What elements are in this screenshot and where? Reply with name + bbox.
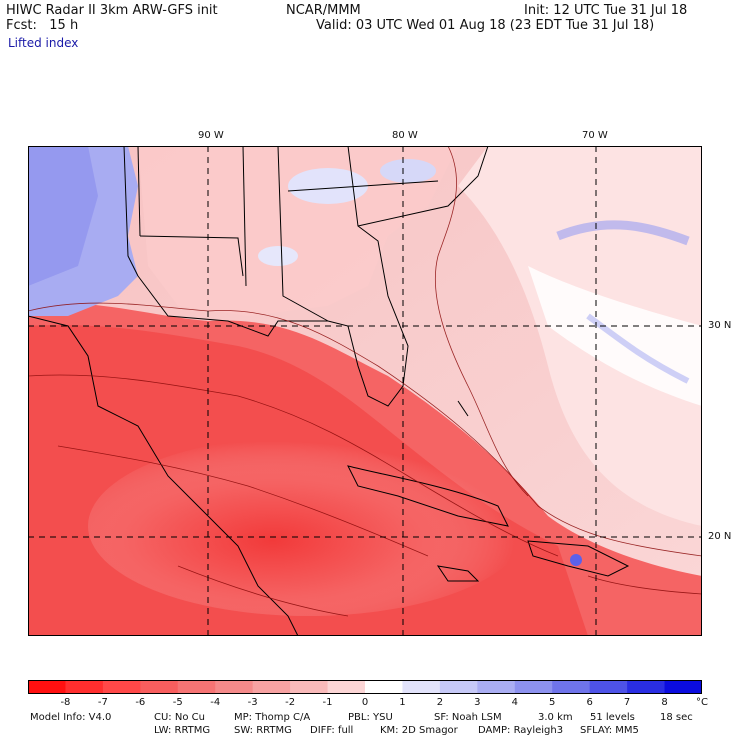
colorbar-tick-label: -4 <box>210 697 221 708</box>
colorbar-tick-label: -7 <box>97 697 108 708</box>
colorbar-swatch <box>252 680 291 694</box>
colorbar-tick-label: 0 <box>361 697 369 708</box>
colorbar-swatch <box>327 680 366 694</box>
colorbar-swatch <box>102 680 141 694</box>
footer-model-info: Model Info: V4.0 <box>30 712 112 723</box>
footer-pbl: PBL: YSU <box>348 712 393 723</box>
colorbar-swatch <box>365 680 403 694</box>
colorbar-tick-label: -8 <box>60 697 71 708</box>
colorbar-swatch <box>215 680 254 694</box>
model-title: HIWC Radar II 3km ARW-GFS init <box>6 3 218 18</box>
footer-damp: DAMP: Rayleigh3 <box>478 725 564 736</box>
colorbar-swatch <box>402 680 441 694</box>
footer-timestep: 18 sec <box>660 712 693 723</box>
footer-mp: MP: Thomp C/A <box>234 712 311 723</box>
footer-sw: SW: RRTMG <box>234 725 292 736</box>
coastlines <box>28 146 630 636</box>
stable-streak-1 <box>556 220 690 246</box>
org-label: NCAR/MMM <box>286 3 361 18</box>
map-frame <box>28 146 702 636</box>
forecast-hour: Fcst: 15 h <box>6 18 79 33</box>
footer-sf: SF: Noah LSM <box>434 712 502 723</box>
colorbar-swatch <box>177 680 216 694</box>
init-time: Init: 12 UTC Tue 31 Jul 18 <box>524 3 688 18</box>
colorbar-swatch <box>514 680 553 694</box>
stable-northwest-core <box>28 146 98 286</box>
stable-patch-1 <box>288 168 368 204</box>
southeast-us-region <box>138 146 458 316</box>
colorbar <box>28 680 702 694</box>
lon-label-90w: 90 W <box>198 130 224 141</box>
stable-patch-2 <box>380 159 436 183</box>
field-name: Lifted index <box>8 36 79 50</box>
stable-dot <box>570 554 582 566</box>
colorbar-tick-label: -1 <box>322 697 333 708</box>
lon-label-70w: 70 W <box>582 130 608 141</box>
colorbar-tick-label: 3 <box>474 697 481 708</box>
colorbar-tick-label: 5 <box>549 697 556 708</box>
lat-lon-grid <box>28 146 702 636</box>
footer-res: 3.0 km <box>538 712 573 723</box>
colorbar-swatch <box>140 680 179 694</box>
lifted-index-map <box>28 146 702 636</box>
colorbar-frame <box>28 680 702 694</box>
colorbar-tick-label: 1 <box>399 697 406 708</box>
lat-label-20n: 20 N <box>708 531 732 542</box>
colorbar-swatch <box>477 680 516 694</box>
colorbar-tick-label: 2 <box>436 697 444 708</box>
colorbar-unit: °C <box>696 697 708 708</box>
colorbar-swatch <box>627 680 666 694</box>
footer-sflay: SFLAY: MM5 <box>580 725 639 736</box>
colorbar-tick-label: -2 <box>285 697 296 708</box>
colorbar-swatch <box>28 680 66 694</box>
lon-label-80w: 80 W <box>392 130 418 141</box>
lat-label-30n: 30 N <box>708 320 732 331</box>
colorbar-swatch <box>589 680 628 694</box>
footer-diff: DIFF: full <box>310 725 354 736</box>
colorbar-tick-label: 8 <box>661 697 668 708</box>
colorbar-swatch <box>439 680 478 694</box>
contours <box>28 146 702 617</box>
footer-lw: LW: RRTMG <box>154 725 211 736</box>
footer-km: KM: 2D Smagor <box>380 725 458 736</box>
stable-streak-2 <box>586 313 690 384</box>
footer-cu: CU: No Cu <box>154 712 205 723</box>
colorbar-swatch <box>552 680 591 694</box>
stable-patch-3 <box>258 246 298 266</box>
colorbar-swatch <box>290 680 329 694</box>
colorbar-tick-label: -6 <box>135 697 146 708</box>
colorbar-swatch <box>664 680 702 694</box>
footer-levels: 51 levels <box>590 712 635 723</box>
valid-time: Valid: 03 UTC Wed 01 Aug 18 (23 EDT Tue … <box>316 18 655 33</box>
colorbar-tick-label: 7 <box>623 697 631 708</box>
colorbar-tick-label: 6 <box>586 697 593 708</box>
colorbar-tick-label: 4 <box>511 697 518 708</box>
colorbar-tick-label: -5 <box>172 697 183 708</box>
unstable-max <box>88 436 528 616</box>
colorbar-swatch <box>65 680 104 694</box>
colorbar-tick-label: -3 <box>247 697 258 708</box>
